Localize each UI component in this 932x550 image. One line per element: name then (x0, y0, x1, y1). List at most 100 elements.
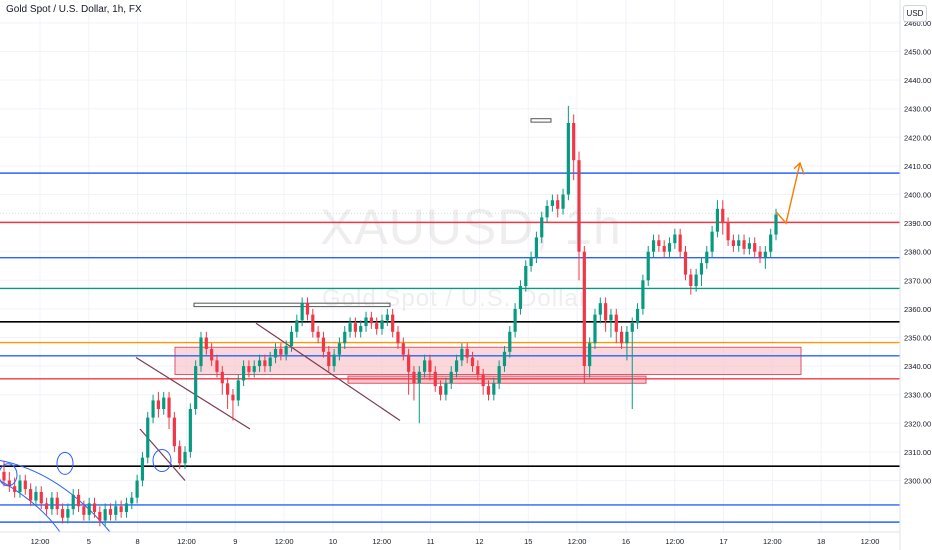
x-tick-label: 12:00 (31, 537, 50, 546)
candle-body (742, 240, 746, 249)
time-axis[interactable]: 12:00 5 8 12:00 9 12:00 10 12:00 11 12 15 12:00 16 12… (0, 531, 900, 546)
candle-body (620, 331, 624, 344)
candle-body (2, 471, 6, 481)
candle-body (513, 308, 517, 332)
candle-body (76, 494, 81, 507)
y-tick-label: 2310.00 (904, 448, 931, 457)
candle-body (353, 323, 357, 332)
x-tick-label: 16 (622, 537, 630, 546)
candle-body (199, 337, 203, 367)
channel-arc (0, 480, 61, 533)
candle-body (332, 354, 336, 367)
x-tick-label: 18 (817, 537, 825, 546)
candle-body (151, 400, 155, 418)
candle-body (375, 323, 379, 329)
candle-body (13, 486, 17, 492)
candle-body (407, 354, 411, 372)
candle-body (311, 314, 315, 332)
candle-body (470, 357, 475, 367)
candle-body (747, 243, 751, 249)
candle-body (625, 331, 629, 344)
currency-button[interactable]: USD (903, 5, 927, 22)
price-axis[interactable]: 2300.00 2310.00 2320.00 2330.00 2340.00 2350.… (899, 0, 932, 550)
candle-body (289, 331, 294, 347)
candle-body (114, 506, 118, 515)
candle-body (492, 383, 496, 395)
candle-body (273, 348, 278, 358)
y-tick-label: 2370.00 (904, 276, 931, 285)
x-tick-label: 15 (524, 537, 532, 546)
resistance-box (193, 302, 391, 308)
candle-body (183, 451, 187, 464)
candle-body (364, 317, 368, 327)
candle-body (635, 308, 640, 324)
candle-body (140, 457, 145, 481)
candle-body (295, 320, 299, 332)
x-tick-label: 12:00 (372, 537, 391, 546)
candle-body (327, 351, 331, 367)
candle-body (71, 494, 75, 510)
candle-body (215, 360, 219, 372)
candle-body (321, 337, 326, 352)
x-tick-label: 12:00 (177, 537, 196, 546)
y-tick-label: 2300.00 (904, 477, 931, 486)
candle-body (417, 371, 421, 384)
x-tick-label: 11 (427, 537, 435, 546)
candle-body (82, 506, 86, 515)
y-tick-label: 2340.00 (904, 362, 931, 371)
projection-arrow (775, 162, 801, 225)
candle-body (369, 317, 373, 324)
candle-body (646, 251, 650, 281)
candle-body (721, 208, 725, 224)
candle-body (598, 303, 602, 315)
candle-body (188, 409, 192, 452)
y-tick-label: 2460.00 (904, 19, 931, 28)
candle-body (103, 509, 107, 521)
candle-body (146, 417, 150, 458)
y-tick-label: 2440.00 (904, 76, 931, 85)
candle-body (124, 503, 129, 512)
y-tick-label: 2350.00 (904, 334, 931, 343)
candle-body (454, 360, 459, 372)
candle-body (593, 314, 597, 344)
candle-body (316, 331, 320, 338)
candle-body (385, 314, 389, 321)
candle-body (29, 489, 33, 501)
candle-body (561, 194, 565, 209)
candle-body (614, 314, 618, 332)
candle-body (694, 274, 698, 287)
candle-body (162, 397, 166, 410)
candle-body (534, 237, 539, 258)
candle-body (380, 320, 384, 329)
candle-body (241, 366, 246, 381)
candle-body (497, 366, 501, 384)
candle-body (763, 251, 767, 258)
candle-body (731, 240, 736, 246)
candle-body (257, 360, 262, 367)
candle-body (412, 371, 416, 384)
support-zone (174, 118, 802, 384)
candle-body (231, 394, 235, 401)
candle-body (359, 326, 363, 332)
candle-body (651, 240, 656, 252)
support-zone-rect (174, 346, 802, 376)
candle-body (34, 491, 38, 501)
candle-body (502, 351, 507, 367)
candle-body (444, 383, 448, 395)
candle-body (577, 160, 581, 252)
watermark-symbol: XAUUSD, 1h (320, 199, 622, 255)
candle-body (92, 503, 97, 512)
candle-body (66, 509, 70, 518)
candle-body (423, 360, 427, 372)
y-tick-label: 2390.00 (904, 219, 931, 228)
x-tick-label: 12:00 (861, 537, 880, 546)
candle-body (460, 348, 464, 361)
chart-title: Gold Spot / U.S. Dollar, 1h, FX (6, 4, 142, 15)
candle-body (582, 251, 586, 367)
grid-lines (0, 0, 900, 532)
candle-body (630, 323, 634, 332)
candle-body (550, 200, 554, 206)
candle-body (44, 503, 49, 510)
candle-body (556, 200, 560, 209)
